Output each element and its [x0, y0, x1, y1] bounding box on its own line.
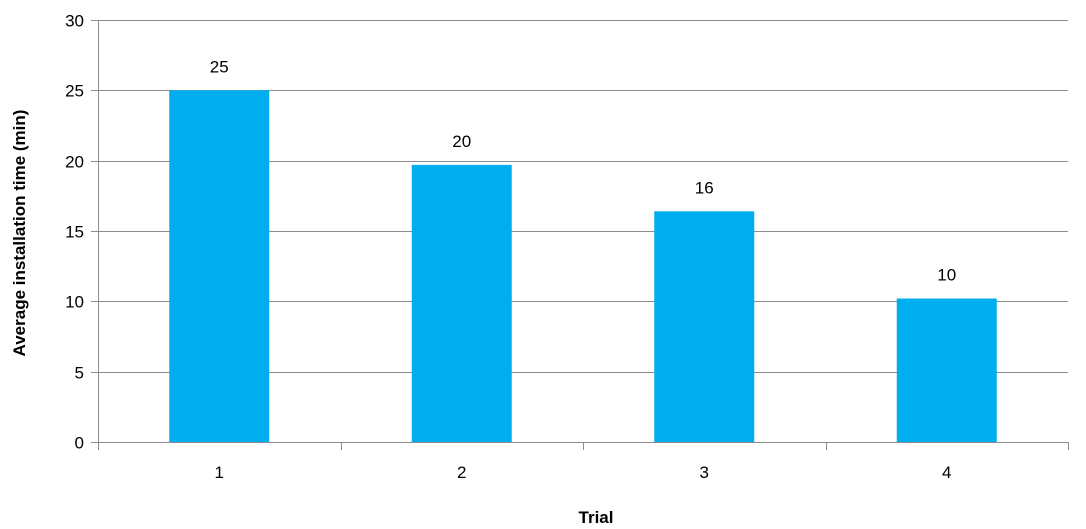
x-tick-label: 3 — [700, 463, 709, 482]
bar — [169, 90, 270, 442]
x-axis-title: Trial — [579, 508, 614, 527]
y-axis-ticks: 0 5 10 15 20 25 30 — [65, 12, 98, 453]
y-tick-label: 0 — [75, 434, 84, 453]
bar — [411, 164, 512, 443]
data-label: 25 — [210, 57, 229, 76]
x-tick-label: 2 — [457, 463, 466, 482]
y-tick-label: 5 — [75, 364, 84, 383]
y-axis-title: Average installation time (min) — [10, 110, 29, 357]
data-labels: 25 20 16 10 — [210, 57, 956, 284]
data-label: 20 — [452, 132, 471, 151]
bar — [654, 211, 755, 442]
y-tick-label: 20 — [65, 153, 84, 172]
y-tick-label: 30 — [65, 12, 84, 31]
y-tick-label: 25 — [65, 82, 84, 101]
y-tick-label: 10 — [65, 293, 84, 312]
y-tick-label: 15 — [65, 223, 84, 242]
x-tick-label: 4 — [942, 463, 951, 482]
data-label: 16 — [695, 178, 714, 197]
bar — [896, 298, 997, 442]
x-axis: 1 2 3 4 — [98, 20, 1069, 482]
x-tick-label: 1 — [215, 463, 224, 482]
data-label: 10 — [937, 266, 956, 285]
bars — [169, 90, 997, 443]
